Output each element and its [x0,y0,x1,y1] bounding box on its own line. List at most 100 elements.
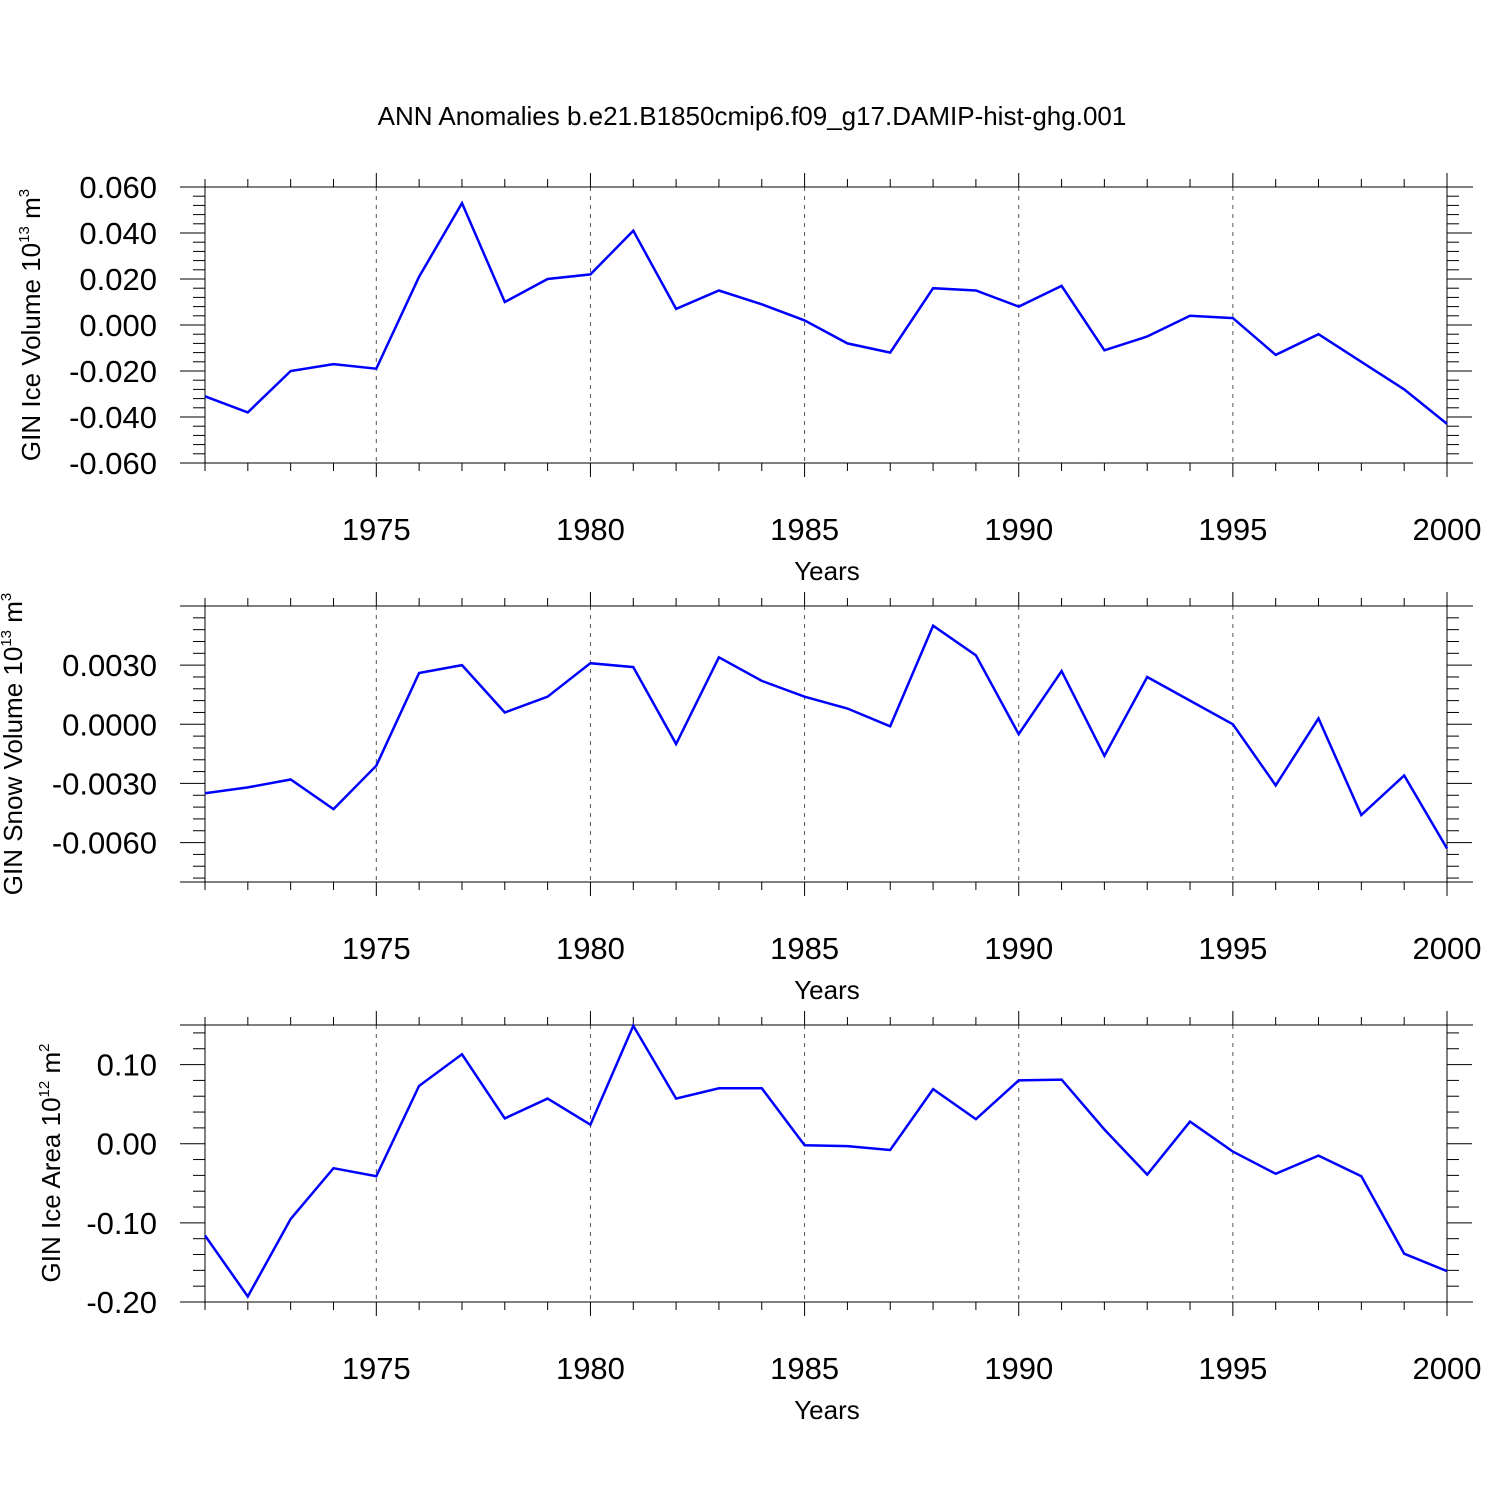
y-tick-label: -0.060 [69,446,157,481]
data-point [1274,783,1278,787]
series-line-ice-area [203,1023,1448,1299]
x-tick-label: 1975 [342,931,411,966]
y-tick-label: -0.0030 [52,766,157,801]
data-point [1102,754,1106,758]
panel-snow-volume: 0.0030 0.0000 -0.0030 -0.0060 1975 1980 1985 19… [0,592,1481,1005]
data-point [1102,1127,1106,1131]
data-point [460,201,464,205]
panel-ice-volume: 0.060 0.040 0.020 0.000 -0.020 -0.040 -0.060 19… [16,170,1481,586]
y-axis-label: GIN Ice Volume 1013 m3 [16,189,46,461]
data-point [760,679,764,683]
panel-ice-area: 0.10 0.00 -0.10 -0.20 1975 1980 1985 1990 1995 20… [36,1011,1481,1425]
data-point [803,318,807,322]
data-point [588,272,592,276]
y-tick-label: 0.060 [79,170,157,205]
data-point [674,1097,678,1101]
data-point [1188,699,1192,703]
data-point [674,307,678,311]
x-tick-label: 1980 [556,931,625,966]
x-axis-label: Years [794,975,860,1005]
data-point [588,1123,592,1127]
y-tick-label: -0.040 [69,400,157,435]
data-point [1188,1120,1192,1124]
data-point [1102,348,1106,352]
y-tick-label: 0.00 [97,1127,157,1162]
data-point [417,275,421,279]
data-point [1445,846,1449,850]
data-point [803,1143,807,1147]
data-point [1317,332,1321,336]
y-tick-label: -0.10 [86,1206,157,1241]
data-point [503,300,507,304]
data-point [1231,722,1235,726]
x-tick-label: 1990 [984,931,1053,966]
data-point [1145,335,1149,339]
x-tick-label: 1995 [1198,931,1267,966]
data-point [246,785,250,789]
x-tick-label: 1975 [342,512,411,547]
data-point [460,1052,464,1056]
x-tick-label: 1990 [984,1351,1053,1386]
data-point [1402,1252,1406,1256]
y-axis-label: GIN Snow Volume 1013 m3 [0,593,28,896]
x-tick-label: 1985 [770,931,839,966]
x-tick-label: 1985 [770,512,839,547]
data-point [203,1234,207,1238]
data-point [631,1024,635,1028]
data-point [888,1148,892,1152]
data-point [374,367,378,371]
series-line-ice-volume [204,200,1448,425]
data-point [1017,732,1021,736]
data-point [1060,284,1064,288]
x-tick-label: 1985 [770,1351,839,1386]
data-point [503,1116,507,1120]
data-point [1445,1269,1449,1273]
y-tick-label: -0.020 [69,354,157,389]
data-point [246,1294,250,1298]
data-point [331,1166,335,1170]
y-tick-label: 0.040 [79,216,157,251]
data-point [717,289,721,293]
x-tick-label: 1990 [984,512,1053,547]
data-point [460,663,464,667]
series-line-snow-volume [204,623,1449,850]
data-point [974,653,978,657]
data-point [1060,1078,1064,1082]
data-point [1445,422,1449,426]
data-point [246,410,250,414]
data-point [674,742,678,746]
data-point [203,791,207,795]
x-axis-label: Years [794,556,860,586]
figure-title: ANN Anomalies b.e21.B1850cmip6.f09_g17.D… [378,101,1127,131]
data-point [931,286,935,290]
y-tick-label: 0.10 [97,1048,157,1083]
data-point [546,1097,550,1101]
data-point [717,655,721,659]
data-point [760,302,764,306]
y-tick-label: 0.0030 [62,648,157,683]
x-tick-label: 1980 [556,512,625,547]
data-point [203,394,207,398]
data-point [374,1174,378,1178]
data-point [331,807,335,811]
data-point [631,229,635,233]
data-point [417,1084,421,1088]
x-tick-label: 2000 [1413,931,1482,966]
data-point [1317,716,1321,720]
data-point [1359,360,1363,364]
data-point [1402,774,1406,778]
data-point [1188,314,1192,318]
data-point [974,289,978,293]
data-point [974,1117,978,1121]
data-point [931,1087,935,1091]
data-point [546,277,550,281]
data-point [1402,387,1406,391]
data-point [289,1217,293,1221]
data-point [1231,1150,1235,1154]
x-axis-label: Years [794,1395,860,1425]
data-point [803,695,807,699]
data-point [1274,353,1278,357]
data-point [417,671,421,675]
data-point [1359,813,1363,817]
